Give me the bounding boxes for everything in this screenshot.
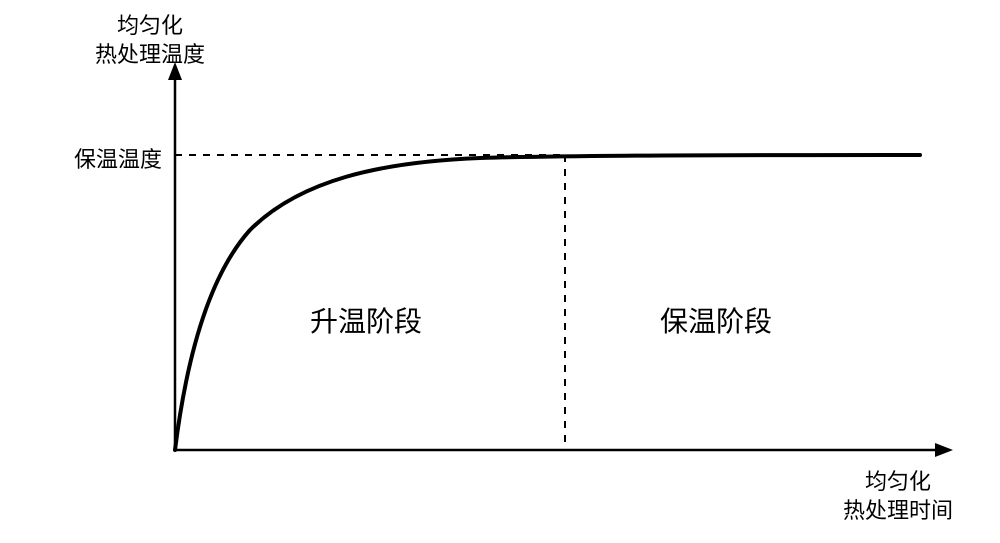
x-axis-label-line2: 热处理时间: [843, 497, 953, 526]
chart-container: 均匀化 热处理温度 保温温度 升温阶段 保温阶段 均匀化 热处理时间: [0, 0, 1000, 543]
region2-label: 保温阶段: [660, 300, 772, 340]
chart-svg: [0, 0, 1000, 543]
region1-label: 升温阶段: [310, 300, 422, 340]
x-axis-label: 均匀化 热处理时间: [843, 468, 953, 525]
y-axis-label-line2: 热处理温度: [95, 41, 205, 70]
y-tick-label: 保温温度: [74, 142, 162, 174]
x-axis-arrow: [935, 443, 953, 457]
x-axis-label-line1: 均匀化: [843, 468, 953, 497]
y-axis-label: 均匀化 热处理温度: [95, 12, 205, 69]
y-axis-label-line1: 均匀化: [95, 12, 205, 41]
temperature-curve: [175, 155, 920, 450]
